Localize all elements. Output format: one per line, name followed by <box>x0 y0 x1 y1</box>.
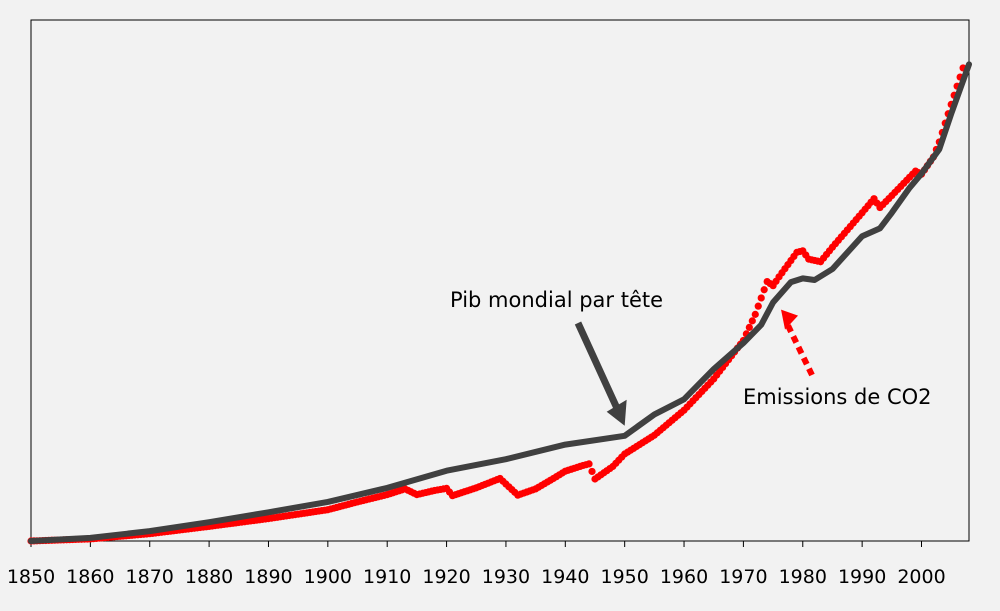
x-tick-label: 1890 <box>244 566 292 588</box>
co2-arrow-shaft <box>785 324 815 377</box>
x-tick-label: 1940 <box>541 566 589 588</box>
co2-point <box>757 294 765 302</box>
x-axis: 1850 1860 1870 1880 1890 1900 1910 1920 1930 1940… <box>7 541 946 588</box>
x-tick-label: 1870 <box>126 566 174 588</box>
co2-point <box>588 467 596 476</box>
co2-point <box>745 323 753 331</box>
x-tick-label: 1910 <box>363 566 411 588</box>
x-tick-label: 1930 <box>482 566 530 588</box>
x-tick-label: 2000 <box>897 566 945 588</box>
co2-point <box>748 317 756 325</box>
series-gdp <box>28 61 972 544</box>
co2-point <box>760 286 768 294</box>
x-tick-label: 1880 <box>185 566 233 588</box>
gdp-line <box>28 61 972 544</box>
co2-arrow-head <box>781 309 799 330</box>
x-tick-label: 1850 <box>7 566 55 588</box>
x-tick-label: 1950 <box>600 566 648 588</box>
co2-annotation-label: Emissions de CO2 <box>743 385 932 409</box>
x-tick-label: 1920 <box>422 566 470 588</box>
x-tick-label: 1970 <box>719 566 767 588</box>
annotations: Pib mondial par tête Emissions de CO2 <box>450 288 932 426</box>
co2-point <box>585 460 593 468</box>
series-layer <box>27 61 972 545</box>
x-tick-label: 1860 <box>66 566 114 588</box>
x-tick-label: 1980 <box>779 566 827 588</box>
x-tick-label: 1960 <box>660 566 708 588</box>
co2-point <box>754 302 762 310</box>
gdp-annotation-label: Pib mondial par tête <box>450 288 663 312</box>
co2-point <box>751 310 759 318</box>
x-tick-label: 1900 <box>304 566 352 588</box>
gdp-arrow-shaft <box>574 321 621 412</box>
x-tick-label: 1990 <box>838 566 886 588</box>
gdp-arrow-head <box>606 399 627 426</box>
